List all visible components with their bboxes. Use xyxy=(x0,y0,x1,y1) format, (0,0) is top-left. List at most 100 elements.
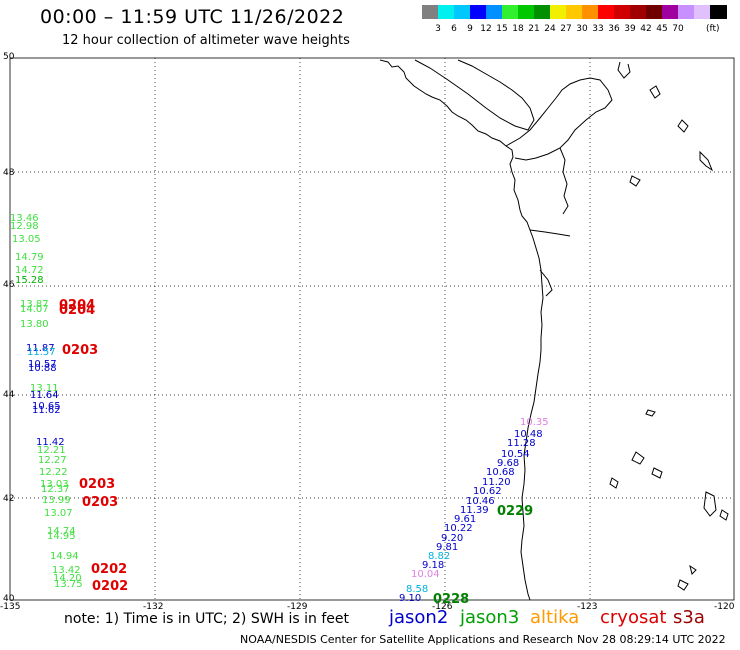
satellite-name: jason2 xyxy=(389,607,449,628)
wave-height-value: 10.46 xyxy=(466,496,495,507)
lake-5 xyxy=(719,509,729,521)
legend-swatch xyxy=(486,5,503,19)
legend-label: 6 xyxy=(451,24,457,34)
wave-height-value: 14.94 xyxy=(50,551,79,562)
coastline-east-shore xyxy=(617,61,631,79)
coastline-vancouver-island xyxy=(414,59,535,131)
pass-time-label: 0203 xyxy=(82,495,119,510)
lat-tick-label: 50 xyxy=(3,52,15,62)
coastline-puget-sound xyxy=(559,147,569,215)
legend-unit: (ft) xyxy=(706,24,720,34)
legend-swatch xyxy=(438,5,455,19)
credit-line: NOAA/NESDIS Center for Satellite Applica… xyxy=(240,633,574,646)
lake-7 xyxy=(677,579,689,591)
wave-height-value: 11.28 xyxy=(507,438,536,449)
lat-tick-label: 46 xyxy=(3,280,15,290)
wave-height-value: 11.87 xyxy=(26,343,55,354)
wave-height-value: 14.74 xyxy=(47,526,76,537)
wave-height-value: 13.46 xyxy=(10,213,39,224)
lat-tick-label: 44 xyxy=(3,390,15,400)
lake-11 xyxy=(629,175,641,187)
coastline-river xyxy=(529,229,571,237)
wave-height-value: 10.62 xyxy=(473,486,502,497)
coastline-mainland xyxy=(379,59,544,601)
wave-height-value: 13.05 xyxy=(12,234,41,245)
wave-height-value: 12.27 xyxy=(38,455,67,466)
legend-swatch xyxy=(598,5,615,19)
wave-height-value: 12.21 xyxy=(37,445,66,456)
page-title: 00:00 – 11:59 UTC 11/26/2022 xyxy=(40,6,345,28)
map-frame xyxy=(9,57,735,601)
wave-height-value: 14.95 xyxy=(47,531,76,542)
wave-height-value: 11.42 xyxy=(36,437,65,448)
lon-tick-label: -120 xyxy=(714,602,735,612)
wave-height-value: 12.98 xyxy=(10,221,39,232)
wave-height-value: 8.82 xyxy=(428,551,451,562)
legend-label: 12 xyxy=(480,24,492,34)
legend-swatch xyxy=(566,5,583,19)
legend-label: 33 xyxy=(592,24,604,34)
coastline-east-lake xyxy=(649,85,661,99)
legend-swatch xyxy=(662,5,679,19)
lon-tick-label: -132 xyxy=(143,602,164,612)
legend-swatch xyxy=(454,5,471,19)
wave-height-value: 13.80 xyxy=(20,319,49,330)
pass-time-label: 0204 xyxy=(59,303,96,318)
lon-tick-label: -123 xyxy=(577,602,598,612)
coastline-bay xyxy=(539,269,553,297)
wave-height-value: 10.65 xyxy=(32,401,61,412)
lon-tick-label: -126 xyxy=(432,602,453,612)
wave-height-value: 11.57 xyxy=(27,347,56,358)
legend-swatch xyxy=(550,5,567,19)
legend-swatch xyxy=(518,5,535,19)
wave-height-value: 13.11 xyxy=(30,383,59,394)
wave-height-value: 13.87 xyxy=(20,299,49,310)
wave-height-value: 10.48 xyxy=(514,429,543,440)
wave-height-value: 9.68 xyxy=(497,458,520,469)
wave-height-value: 13.03 xyxy=(40,479,69,490)
wave-height-value: 9.61 xyxy=(454,514,477,525)
wave-height-value: 9.10 xyxy=(399,593,422,604)
lake-6 xyxy=(609,477,619,489)
lat-tick-label: 42 xyxy=(3,494,15,504)
pass-time-label: 0202 xyxy=(92,579,129,594)
legend-swatch xyxy=(678,5,695,19)
satellite-name: cryosat xyxy=(600,607,667,628)
lat-tick-label: 48 xyxy=(3,168,15,178)
wave-height-value: 11.64 xyxy=(30,390,59,401)
wave-height-value: 9.20 xyxy=(441,533,464,544)
wave-height-value: 9.18 xyxy=(422,560,445,571)
legend-label: 39 xyxy=(624,24,636,34)
wave-height-value: 10.68 xyxy=(486,467,515,478)
legend-swatch xyxy=(422,5,439,19)
legend-label: 15 xyxy=(496,24,508,34)
lake-8 xyxy=(689,564,697,575)
coastline-inland-waters xyxy=(505,77,613,161)
legend-swatch xyxy=(502,5,519,19)
pass-time-label: 0229 xyxy=(497,504,534,519)
legend-swatch xyxy=(710,5,727,19)
legend-label: 24 xyxy=(544,24,556,34)
lon-tick-label: -129 xyxy=(287,602,308,612)
generation-timestamp: Nov 28 08:29:14 UTC 2022 xyxy=(577,633,726,646)
wave-height-value: 14.72 xyxy=(15,265,44,276)
wave-height-value: 11.20 xyxy=(482,477,511,488)
legend-label: 21 xyxy=(528,24,540,34)
wave-height-value: 13.99 xyxy=(42,495,71,506)
footnote: note: 1) Time is in UTC; 2) SWH is in fe… xyxy=(64,611,350,627)
legend-swatch xyxy=(582,5,599,19)
pass-time-label: 0228 xyxy=(433,592,470,607)
legend-swatch xyxy=(646,5,663,19)
legend-label: 9 xyxy=(467,24,473,34)
lat-tick-label: 40 xyxy=(3,594,15,604)
pass-time-label: 0202 xyxy=(91,562,128,577)
wave-height-value: 10.57 xyxy=(28,359,57,370)
legend-label: 18 xyxy=(512,24,524,34)
wave-height-value: 13.42 xyxy=(52,565,81,576)
lon-tick-label: -135 xyxy=(0,602,21,612)
coastline xyxy=(379,59,729,601)
satellite-name: s3a xyxy=(673,607,705,628)
legend-swatch xyxy=(694,5,711,19)
legend-label: 42 xyxy=(640,24,652,34)
